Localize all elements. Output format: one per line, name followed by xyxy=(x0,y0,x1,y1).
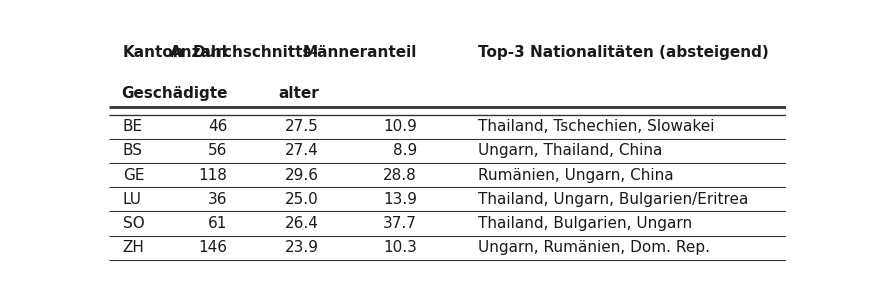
Text: 27.4: 27.4 xyxy=(285,143,319,158)
Text: 46: 46 xyxy=(208,119,228,134)
Text: Ungarn, Rumänien, Dom. Rep.: Ungarn, Rumänien, Dom. Rep. xyxy=(478,240,710,255)
Text: 23.9: 23.9 xyxy=(285,240,319,255)
Text: Anzahl: Anzahl xyxy=(169,45,228,60)
Text: 13.9: 13.9 xyxy=(383,192,417,207)
Text: 27.5: 27.5 xyxy=(285,119,319,134)
Text: GE: GE xyxy=(122,168,144,183)
Text: 10.9: 10.9 xyxy=(383,119,417,134)
Text: Kanton: Kanton xyxy=(122,45,184,60)
Text: 29.6: 29.6 xyxy=(285,168,319,183)
Text: Thailand, Bulgarien, Ungarn: Thailand, Bulgarien, Ungarn xyxy=(478,216,692,231)
Text: SO: SO xyxy=(122,216,144,231)
Text: BE: BE xyxy=(122,119,143,134)
Text: Thailand, Ungarn, Bulgarien/Eritrea: Thailand, Ungarn, Bulgarien/Eritrea xyxy=(478,192,748,207)
Text: 25.0: 25.0 xyxy=(285,192,319,207)
Text: LU: LU xyxy=(122,192,141,207)
Text: BS: BS xyxy=(122,143,142,158)
Text: 56: 56 xyxy=(208,143,228,158)
Text: 10.3: 10.3 xyxy=(383,240,417,255)
Text: Top-3 Nationalitäten (absteigend): Top-3 Nationalitäten (absteigend) xyxy=(478,45,768,60)
Text: Thailand, Tschechien, Slowakei: Thailand, Tschechien, Slowakei xyxy=(478,119,714,134)
Text: 28.8: 28.8 xyxy=(383,168,417,183)
Text: Durchschnitts-: Durchschnitts- xyxy=(193,45,319,60)
Text: Ungarn, Thailand, China: Ungarn, Thailand, China xyxy=(478,143,663,158)
Text: 146: 146 xyxy=(198,240,228,255)
Text: 36: 36 xyxy=(208,192,228,207)
Text: 26.4: 26.4 xyxy=(285,216,319,231)
Text: 118: 118 xyxy=(199,168,228,183)
Text: Rumänien, Ungarn, China: Rumänien, Ungarn, China xyxy=(478,168,673,183)
Text: 8.9: 8.9 xyxy=(393,143,417,158)
Text: 61: 61 xyxy=(208,216,228,231)
Text: Männeranteil: Männeranteil xyxy=(303,45,417,60)
Text: ZH: ZH xyxy=(122,240,145,255)
Text: Geschädigte: Geschädigte xyxy=(121,86,228,101)
Text: alter: alter xyxy=(278,86,319,101)
Text: 37.7: 37.7 xyxy=(383,216,417,231)
